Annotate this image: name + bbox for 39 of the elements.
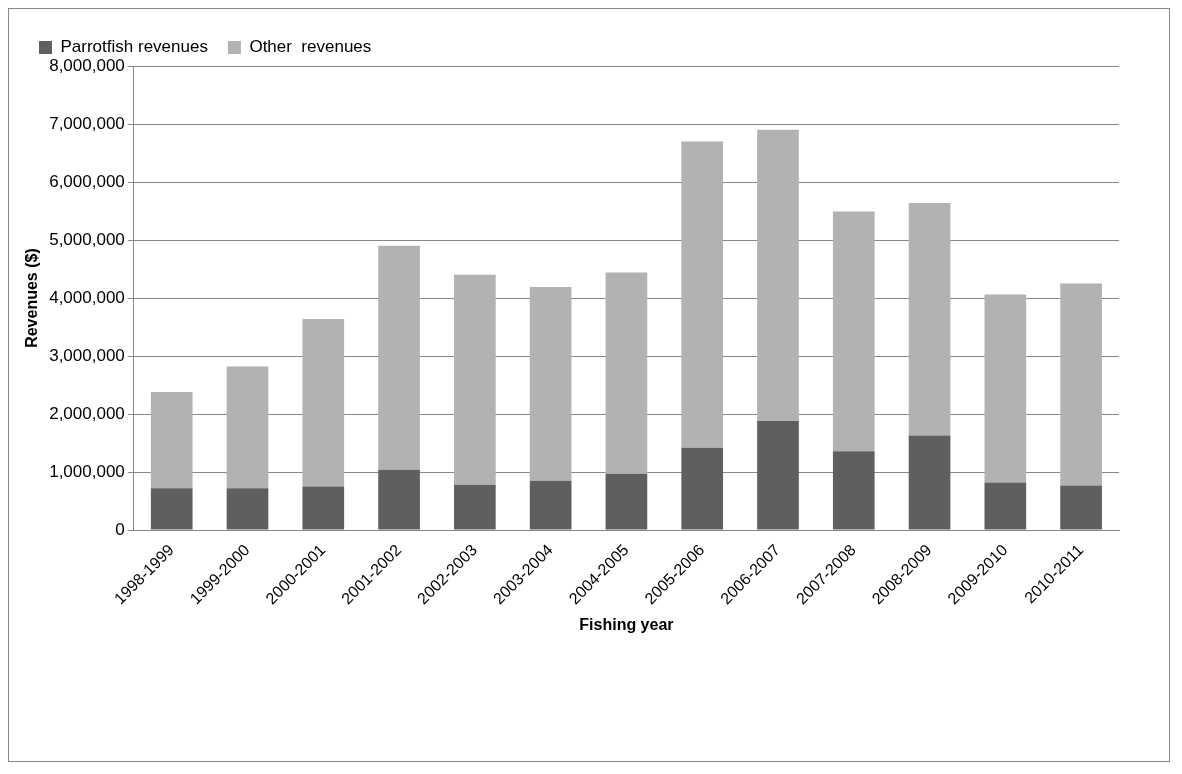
bar bbox=[908, 202, 951, 436]
bar bbox=[1060, 485, 1102, 530]
bar bbox=[984, 482, 1027, 530]
bar bbox=[605, 272, 648, 474]
y-tick-label: 8,000,000 bbox=[49, 55, 125, 75]
bar bbox=[302, 486, 345, 530]
y-tick-label: 2,000,000 bbox=[49, 403, 125, 423]
bar bbox=[529, 287, 572, 481]
legend-label: Other revenues bbox=[249, 37, 372, 57]
bar bbox=[984, 294, 1027, 483]
bar bbox=[832, 451, 875, 530]
y-tick-label: 7,000,000 bbox=[49, 113, 125, 133]
bar bbox=[1060, 283, 1102, 486]
bar bbox=[605, 473, 648, 530]
y-tick-label: 3,000,000 bbox=[49, 345, 125, 365]
legend-label: Parrotfish revenues bbox=[60, 37, 208, 57]
y-tick-label: 0 bbox=[115, 519, 125, 539]
bar bbox=[681, 141, 724, 448]
bar bbox=[681, 447, 724, 530]
bar bbox=[378, 469, 420, 530]
bar bbox=[226, 488, 269, 530]
bar bbox=[757, 421, 799, 530]
bar bbox=[302, 318, 345, 487]
y-tick-label: 5,000,000 bbox=[49, 229, 125, 249]
y-axis-title: Revenues ($) bbox=[23, 248, 41, 348]
bar bbox=[378, 245, 420, 470]
bar bbox=[150, 488, 193, 530]
y-tick-label: 6,000,000 bbox=[49, 171, 125, 191]
y-tick-label: 1,000,000 bbox=[49, 461, 125, 481]
bar bbox=[150, 392, 193, 489]
y-tick-label: 4,000,000 bbox=[49, 287, 125, 307]
bar bbox=[454, 274, 496, 485]
x-axis-title: Fishing year bbox=[579, 615, 674, 633]
bar bbox=[226, 366, 269, 489]
bar bbox=[757, 129, 799, 422]
bar bbox=[454, 484, 496, 530]
bar bbox=[529, 480, 572, 530]
bar bbox=[832, 211, 875, 452]
bar bbox=[908, 435, 951, 530]
